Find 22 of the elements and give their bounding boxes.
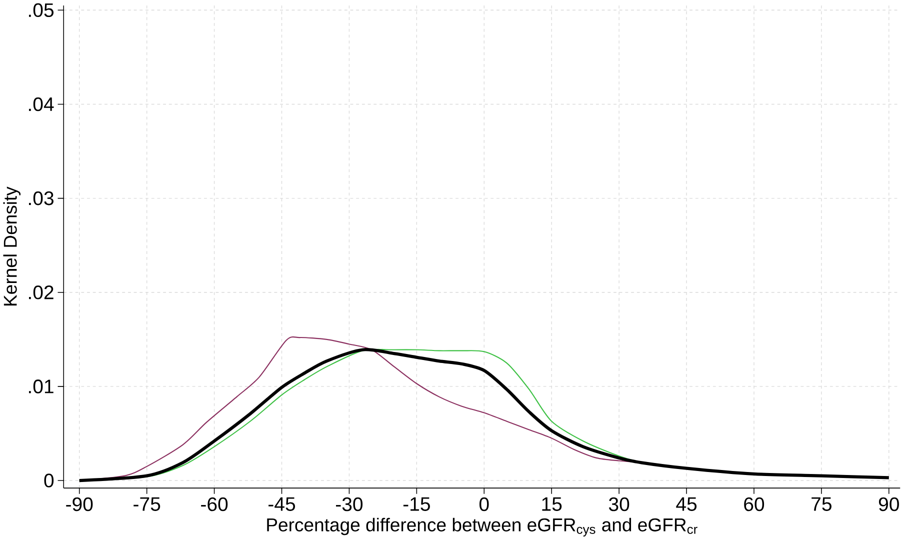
x-tick-label: 90 xyxy=(878,497,899,512)
y-tick-label: .03 xyxy=(28,192,54,206)
x-tick-label: 75 xyxy=(812,497,832,512)
line-series xyxy=(78,348,890,482)
x-tick-label: 30 xyxy=(608,497,630,512)
y-tick-label: .04 xyxy=(28,97,54,112)
x-tick-label: 60 xyxy=(744,497,764,512)
y-tick-label: 0 xyxy=(44,474,54,488)
x-axis-title: Percentage difference between eGFR$_{cys}$ and eGFR$_{cr}$ xyxy=(267,518,698,537)
x-tick-label: 45 xyxy=(676,497,697,512)
y-tick-label: .05 xyxy=(28,3,54,18)
x-tick-label: -15 xyxy=(403,497,430,512)
x-tick-label: -45 xyxy=(268,497,296,512)
y-axis-title: Kernel Density xyxy=(3,186,21,306)
y-tick-label: .02 xyxy=(28,286,54,300)
x-tick-label: 0 xyxy=(479,497,489,512)
x-tick-label: -60 xyxy=(201,497,228,512)
x-tick-label: -90 xyxy=(66,497,93,512)
x-tick-label: -75 xyxy=(134,497,160,512)
x-tick-label: -30 xyxy=(336,497,363,512)
y-tick-label: .01 xyxy=(28,380,54,394)
x-tick-label: 15 xyxy=(542,497,562,512)
